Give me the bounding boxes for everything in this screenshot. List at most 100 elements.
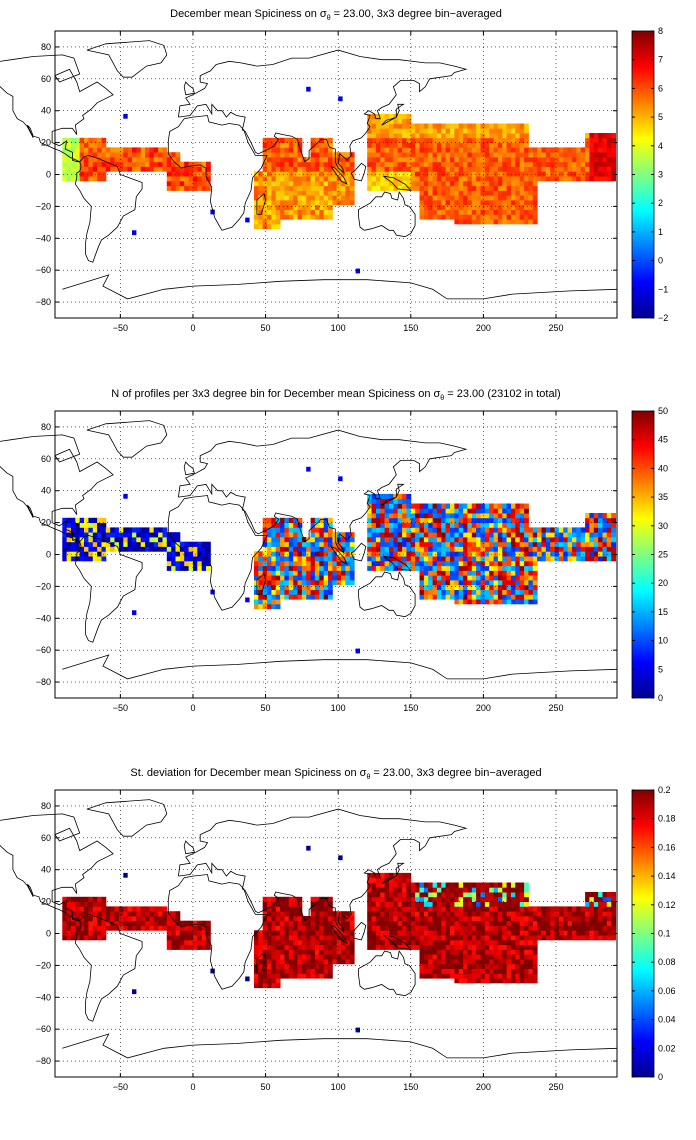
data-cell [589,892,595,898]
data-cell [484,978,490,984]
data-cell [179,925,185,931]
data-cell [110,925,115,931]
data-cell [419,503,425,509]
data-cell [541,920,547,926]
data-cell [79,911,85,917]
data-cell [197,565,203,571]
data-cell [271,896,277,902]
data-cell [258,594,264,600]
data-cell [463,513,468,519]
data-cell [467,565,473,571]
data-cell [467,527,473,533]
data-cell [515,527,521,533]
data-cell [528,959,534,965]
data-cell [380,147,386,153]
data-cell [445,551,451,557]
data-cell [341,580,346,586]
data-cell [389,133,394,139]
data-cell [288,214,294,220]
data-cell [480,551,486,557]
data-cell [310,565,316,571]
data-cell [171,532,176,538]
data-cell [367,930,372,936]
data-cell [188,944,194,950]
data-cell [271,949,277,955]
data-cell [532,209,538,215]
data-cell [423,123,429,129]
data-cell [297,546,303,552]
data-cell [319,930,325,936]
data-cell [175,166,181,172]
data-cell [314,963,320,969]
data-cell [493,133,499,139]
data-cell [140,537,146,543]
data-cell [402,892,407,898]
data-cell [511,963,516,969]
data-cell [415,920,420,926]
data-cell [558,541,564,547]
data-cell [454,137,460,143]
data-cell [341,916,346,922]
data-cell [267,166,272,172]
data-cell [349,541,355,547]
data-cell [502,949,508,955]
data-cell [341,959,346,965]
data-cell [441,584,447,590]
data-cell [397,498,403,504]
data-cell [71,147,76,153]
data-cell [606,142,612,148]
data-cell [532,935,538,941]
data-cell [371,887,377,893]
data-cell [319,589,325,595]
data-cell [506,185,512,191]
data-cell [297,911,303,917]
data-cell [314,532,320,538]
data-cell [502,959,508,965]
data-cell [471,147,477,153]
data-cell [445,532,451,538]
data-cell [297,157,303,163]
data-cell [393,142,399,148]
data-cell [515,939,521,946]
data-cell [114,532,120,538]
data-cell [62,161,68,167]
data-cell [480,214,486,220]
data-cell [284,959,290,965]
data-cell [563,171,569,177]
data-cell [375,513,381,519]
data-cell [402,176,407,182]
data-cell [136,147,142,153]
data-cell [511,575,516,581]
data-cell [84,517,89,523]
data-cell [371,157,377,163]
data-cell [101,157,107,163]
data-cell [493,147,499,153]
data-cell [171,556,176,562]
data-cell [458,128,464,134]
data-cell [62,532,68,538]
data-cell [179,541,185,547]
data-cell [101,930,107,936]
data-cell [389,556,394,562]
data-cell [314,517,320,523]
data-cell [319,204,325,210]
data-cell [406,901,412,907]
data-cell [367,513,372,519]
data-cell [271,906,277,912]
data-cell [153,147,159,153]
data-cell [515,541,521,547]
data-cell [92,896,98,902]
data-cell [471,157,477,163]
data-cell [375,872,381,879]
data-cell [319,176,325,182]
data-cell [589,166,595,172]
data-cell [585,901,590,907]
data-cell [515,195,521,201]
data-cell [524,508,529,514]
data-cell [502,214,508,220]
data-cell [458,527,464,533]
data-cell [389,123,394,129]
data-cell [101,152,107,158]
data-cell [319,560,325,567]
data-cell [445,973,451,979]
